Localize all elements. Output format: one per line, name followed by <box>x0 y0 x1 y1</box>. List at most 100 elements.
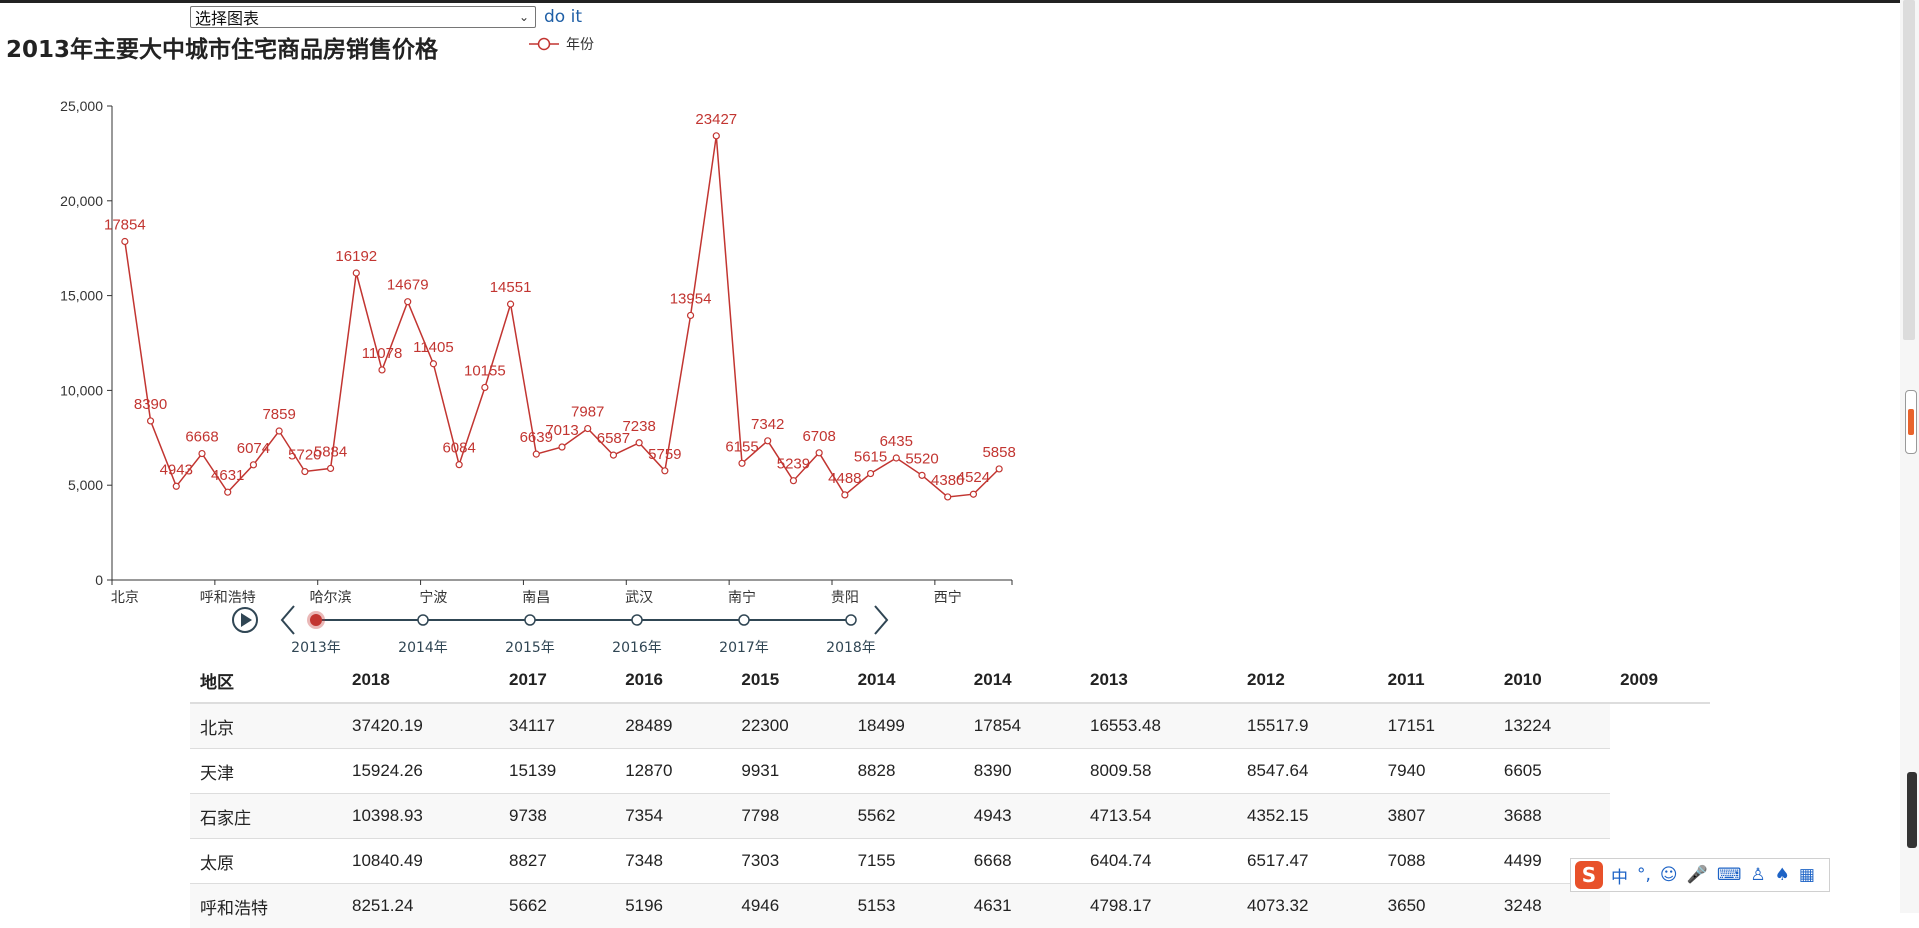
data-point <box>430 361 436 367</box>
data-point <box>893 455 899 461</box>
x-tick-label: 北京 <box>111 590 139 606</box>
x-tick-label: 宁波 <box>419 589 447 606</box>
data-label: 11078 <box>362 345 403 362</box>
table-cell: 3650 <box>1378 884 1494 928</box>
skin-icon[interactable]: ♠ <box>1775 865 1790 885</box>
timeline-prev-icon[interactable] <box>282 606 294 634</box>
data-point <box>970 491 976 497</box>
keyboard-icon[interactable]: ⌨ <box>1717 865 1742 885</box>
table-cell: 7354 <box>615 794 731 839</box>
table-cell: 4946 <box>731 884 847 928</box>
x-tick-label: 西宁 <box>934 589 962 606</box>
data-label: 23427 <box>695 111 737 128</box>
sogou-logo-icon: S <box>1575 861 1603 889</box>
ime-toolbar[interactable]: S 中 °, ☺ 🎤 ⌨ ♙ ♠ ▦ <box>1570 858 1830 892</box>
timeline-year-label[interactable]: 2017年 <box>719 640 769 656</box>
timeline-active-node[interactable] <box>310 614 322 626</box>
ime-punct-label[interactable]: °, <box>1637 865 1651 885</box>
data-point <box>842 492 848 498</box>
table-cell: 18499 <box>848 703 964 749</box>
data-point <box>328 465 334 471</box>
emoji-icon[interactable]: ☺ <box>1660 865 1678 885</box>
table-cell: 28489 <box>615 703 731 749</box>
table-cell: 4073.32 <box>1237 884 1378 928</box>
table-cell: 5196 <box>615 884 731 928</box>
data-label: 6668 <box>185 429 218 446</box>
table-header-cell: 2009 <box>1610 658 1710 703</box>
data-point <box>482 384 488 390</box>
data-point <box>559 444 565 450</box>
y-tick-label: 15,000 <box>60 288 103 304</box>
microphone-icon[interactable]: 🎤 <box>1687 865 1708 885</box>
data-label: 5759 <box>648 446 681 463</box>
table-cell: 10840.49 <box>342 839 499 884</box>
data-point <box>379 367 385 373</box>
ime-mode-label[interactable]: 中 <box>1611 863 1628 888</box>
table-header-cell: 2015 <box>731 658 847 703</box>
table-header-cell: 2014 <box>964 658 1080 703</box>
x-tick-label: 哈尔滨 <box>310 590 352 606</box>
table-header-cell: 2011 <box>1378 658 1494 703</box>
side-slider-widget[interactable] <box>1905 390 1917 454</box>
data-point <box>739 460 745 466</box>
table-cell: 9738 <box>499 794 615 839</box>
x-tick-label: 贵阳 <box>831 590 859 606</box>
data-point <box>225 489 231 495</box>
data-label: 5239 <box>777 456 810 473</box>
data-label: 6708 <box>802 428 835 445</box>
play-button[interactable] <box>233 608 257 632</box>
data-point <box>816 450 822 456</box>
table-cell: 13224 <box>1494 703 1610 749</box>
data-label: 7859 <box>262 406 295 423</box>
user-icon[interactable]: ♙ <box>1750 865 1765 885</box>
timeline-year-label[interactable]: 2018年 <box>826 640 876 656</box>
data-point <box>199 451 205 457</box>
data-label: 7013 <box>545 422 578 439</box>
x-tick-label: 南宁 <box>728 589 756 606</box>
data-label: 7987 <box>571 404 604 421</box>
table-cell: 22300 <box>731 703 847 749</box>
grid-menu-icon[interactable]: ▦ <box>1799 865 1815 885</box>
y-tick-label: 20,000 <box>60 193 103 209</box>
table-header-cell: 2016 <box>615 658 731 703</box>
table-cell: 太原 <box>190 839 342 884</box>
timeline-year-label[interactable]: 2015年 <box>505 640 555 656</box>
table-cell: 7348 <box>615 839 731 884</box>
data-label: 5615 <box>854 449 887 466</box>
timeline-node[interactable] <box>418 615 428 625</box>
timeline-node[interactable] <box>846 615 856 625</box>
data-point <box>765 438 771 444</box>
table-cell: 8547.64 <box>1237 749 1378 794</box>
table-cell: 8828 <box>848 749 964 794</box>
scrollbar-thumb[interactable] <box>1903 0 1915 340</box>
timeline-year-label[interactable]: 2014年 <box>398 640 448 656</box>
data-point <box>790 478 796 484</box>
data-point <box>996 466 1002 472</box>
timeline-node[interactable] <box>525 615 535 625</box>
data-label: 14551 <box>490 279 532 296</box>
table-cell: 4713.54 <box>1080 794 1237 839</box>
timeline-next-icon[interactable] <box>875 606 887 634</box>
side-dock-widget[interactable] <box>1907 772 1917 848</box>
table-cell: 7798 <box>731 794 847 839</box>
timeline-year-label[interactable]: 2016年 <box>612 640 662 656</box>
table-cell: 12870 <box>615 749 731 794</box>
timeline-node[interactable] <box>739 615 749 625</box>
timeline-node[interactable] <box>632 615 642 625</box>
table-cell: 6404.74 <box>1080 839 1237 884</box>
table-cell: 7940 <box>1378 749 1494 794</box>
data-label: 16192 <box>335 248 377 265</box>
x-tick-label: 武汉 <box>625 590 653 606</box>
timeline-year-label[interactable]: 2013年 <box>291 640 341 656</box>
table-cell: 4631 <box>964 884 1080 928</box>
data-label: 7342 <box>751 416 784 433</box>
data-point <box>250 462 256 468</box>
table-cell: 17854 <box>964 703 1080 749</box>
data-label: 4943 <box>160 461 193 478</box>
data-point <box>353 270 359 276</box>
data-point <box>405 299 411 305</box>
data-label: 4524 <box>957 469 990 486</box>
